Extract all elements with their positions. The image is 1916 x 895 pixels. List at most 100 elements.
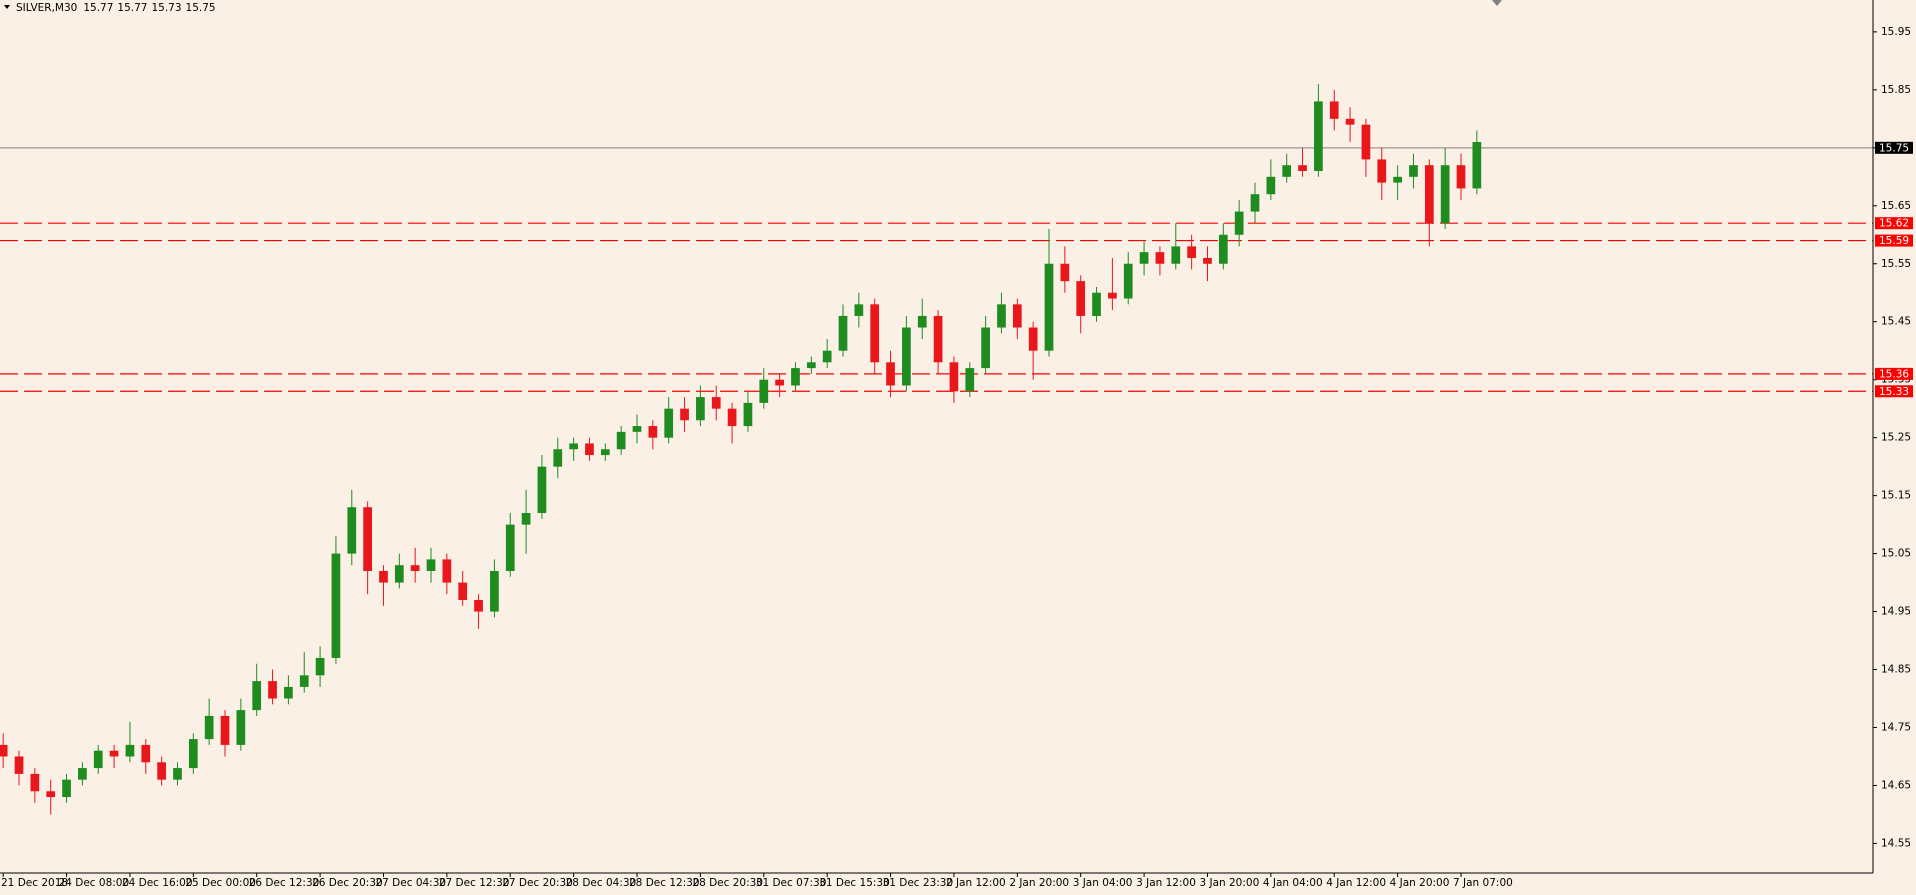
candle-body [822, 350, 832, 363]
candle-body [474, 599, 483, 612]
candle-body [1361, 124, 1371, 160]
candle-body [1123, 263, 1133, 299]
x-tick-label: 2 Jan 12:00 [946, 877, 1006, 889]
candle-body [1440, 165, 1450, 224]
y-tick-label: 14.65 [1881, 779, 1911, 791]
y-tick-label: 15.85 [1881, 84, 1911, 96]
candle-body [664, 408, 674, 438]
price-tag [1875, 234, 1913, 247]
x-tick-label: 7 Jan 07:00 [1453, 877, 1513, 889]
candle-body [854, 304, 864, 316]
candle-body [363, 507, 372, 571]
candle-body [426, 559, 436, 571]
header-price: 15.77 [83, 2, 113, 14]
x-tick-label: 31 Dec 07:30 [756, 877, 827, 889]
candle-body [981, 327, 990, 369]
x-tick-label: 28 Dec 12:30 [629, 877, 700, 889]
shift-marker [1492, 0, 1502, 6]
candle-body [46, 791, 56, 798]
candle-body [299, 675, 309, 687]
candle-body [1250, 194, 1260, 212]
price-tag-label: 15.62 [1879, 218, 1909, 230]
candle-body [204, 715, 214, 740]
candle-body [1155, 252, 1165, 264]
x-tick-label: 4 Jan 12:00 [1326, 877, 1386, 889]
candle-body [268, 681, 277, 699]
x-tick-label: 31 Dec 23:30 [883, 877, 954, 889]
candle-body [791, 368, 800, 386]
candles-layer [0, 84, 1482, 815]
candle-body [1424, 165, 1434, 224]
candle-body [743, 402, 753, 427]
price-tag [1875, 217, 1913, 230]
candle-body [965, 368, 975, 392]
y-tick-label: 15.15 [1881, 490, 1911, 502]
candle-body [505, 524, 515, 571]
x-tick-label: 3 Jan 20:00 [1199, 877, 1259, 889]
candle-body [1472, 142, 1482, 189]
header-price: 15.75 [186, 2, 216, 14]
candle-body [1234, 211, 1244, 235]
candle-body [1329, 101, 1339, 119]
candle-body [1060, 263, 1070, 282]
candle-body [442, 559, 452, 583]
candle-body [1028, 327, 1038, 351]
candle-body [284, 686, 293, 699]
candle-body [1345, 118, 1355, 125]
candle-body [600, 449, 610, 456]
candle-body [775, 379, 784, 386]
candle-body [902, 327, 911, 386]
candle-body [173, 768, 182, 780]
candle-body [157, 762, 166, 780]
x-tick-label: 26 Dec 12:30 [249, 877, 320, 889]
candle-body [711, 397, 721, 409]
candle-body [632, 426, 642, 432]
candle-body [1108, 292, 1117, 299]
label-layer: 15.62 15.59 15.36 15.33 15.75 [1875, 141, 1913, 398]
candle-body [220, 715, 230, 745]
x-tick-label: 31 Dec 15:30 [819, 877, 890, 889]
header-price: 15.77 [117, 2, 147, 14]
candle-body [1456, 165, 1466, 189]
header-price: 15.73 [151, 2, 181, 14]
axis-layer: 14.55 14.65 14.75 14.85 14.95 15.05 15.15 15.25… [1, 26, 1911, 889]
candle-body [1187, 246, 1196, 258]
candle-body [997, 304, 1006, 328]
y-tick-label: 15.05 [1881, 548, 1911, 560]
candle-body [1044, 263, 1054, 351]
y-tick-label: 15.65 [1881, 200, 1911, 212]
symbol-title: SILVER,M30 [16, 2, 77, 14]
x-tick-label: 2 Jan 20:00 [1009, 877, 1069, 889]
levels-layer [0, 147, 1873, 392]
x-tick-label: 21 Dec 2018 [1, 877, 68, 889]
candle-body [933, 315, 943, 363]
candle-body [727, 408, 737, 427]
candle-body [680, 408, 689, 421]
candle-body [648, 426, 658, 438]
candle-body [759, 379, 769, 403]
candle-body [188, 739, 198, 769]
candle-body [569, 443, 578, 450]
candle-body [109, 750, 119, 757]
candle-body [1314, 101, 1323, 172]
candle-body [347, 507, 357, 554]
candle-body [696, 397, 705, 421]
candle-body [410, 565, 420, 571]
candle-body [1139, 252, 1149, 264]
x-tick-label: 25 Dec 00:00 [185, 877, 256, 889]
candle-body [616, 431, 626, 450]
price-tag [1875, 385, 1913, 398]
y-tick-label: 15.25 [1881, 432, 1911, 444]
candle-body [331, 553, 341, 658]
candle-body [379, 570, 388, 583]
x-tick-label: 27 Dec 04:30 [375, 877, 446, 889]
candle-body [1092, 292, 1101, 316]
price-tag-label: 15.33 [1879, 386, 1909, 398]
x-tick-label: 26 Dec 20:30 [312, 877, 383, 889]
candle-body [1298, 165, 1307, 172]
price-tag-label: 15.36 [1879, 368, 1909, 380]
candle-body [394, 565, 404, 583]
y-tick-label: 14.95 [1881, 606, 1911, 618]
x-tick-label: 4 Jan 04:00 [1263, 877, 1323, 889]
